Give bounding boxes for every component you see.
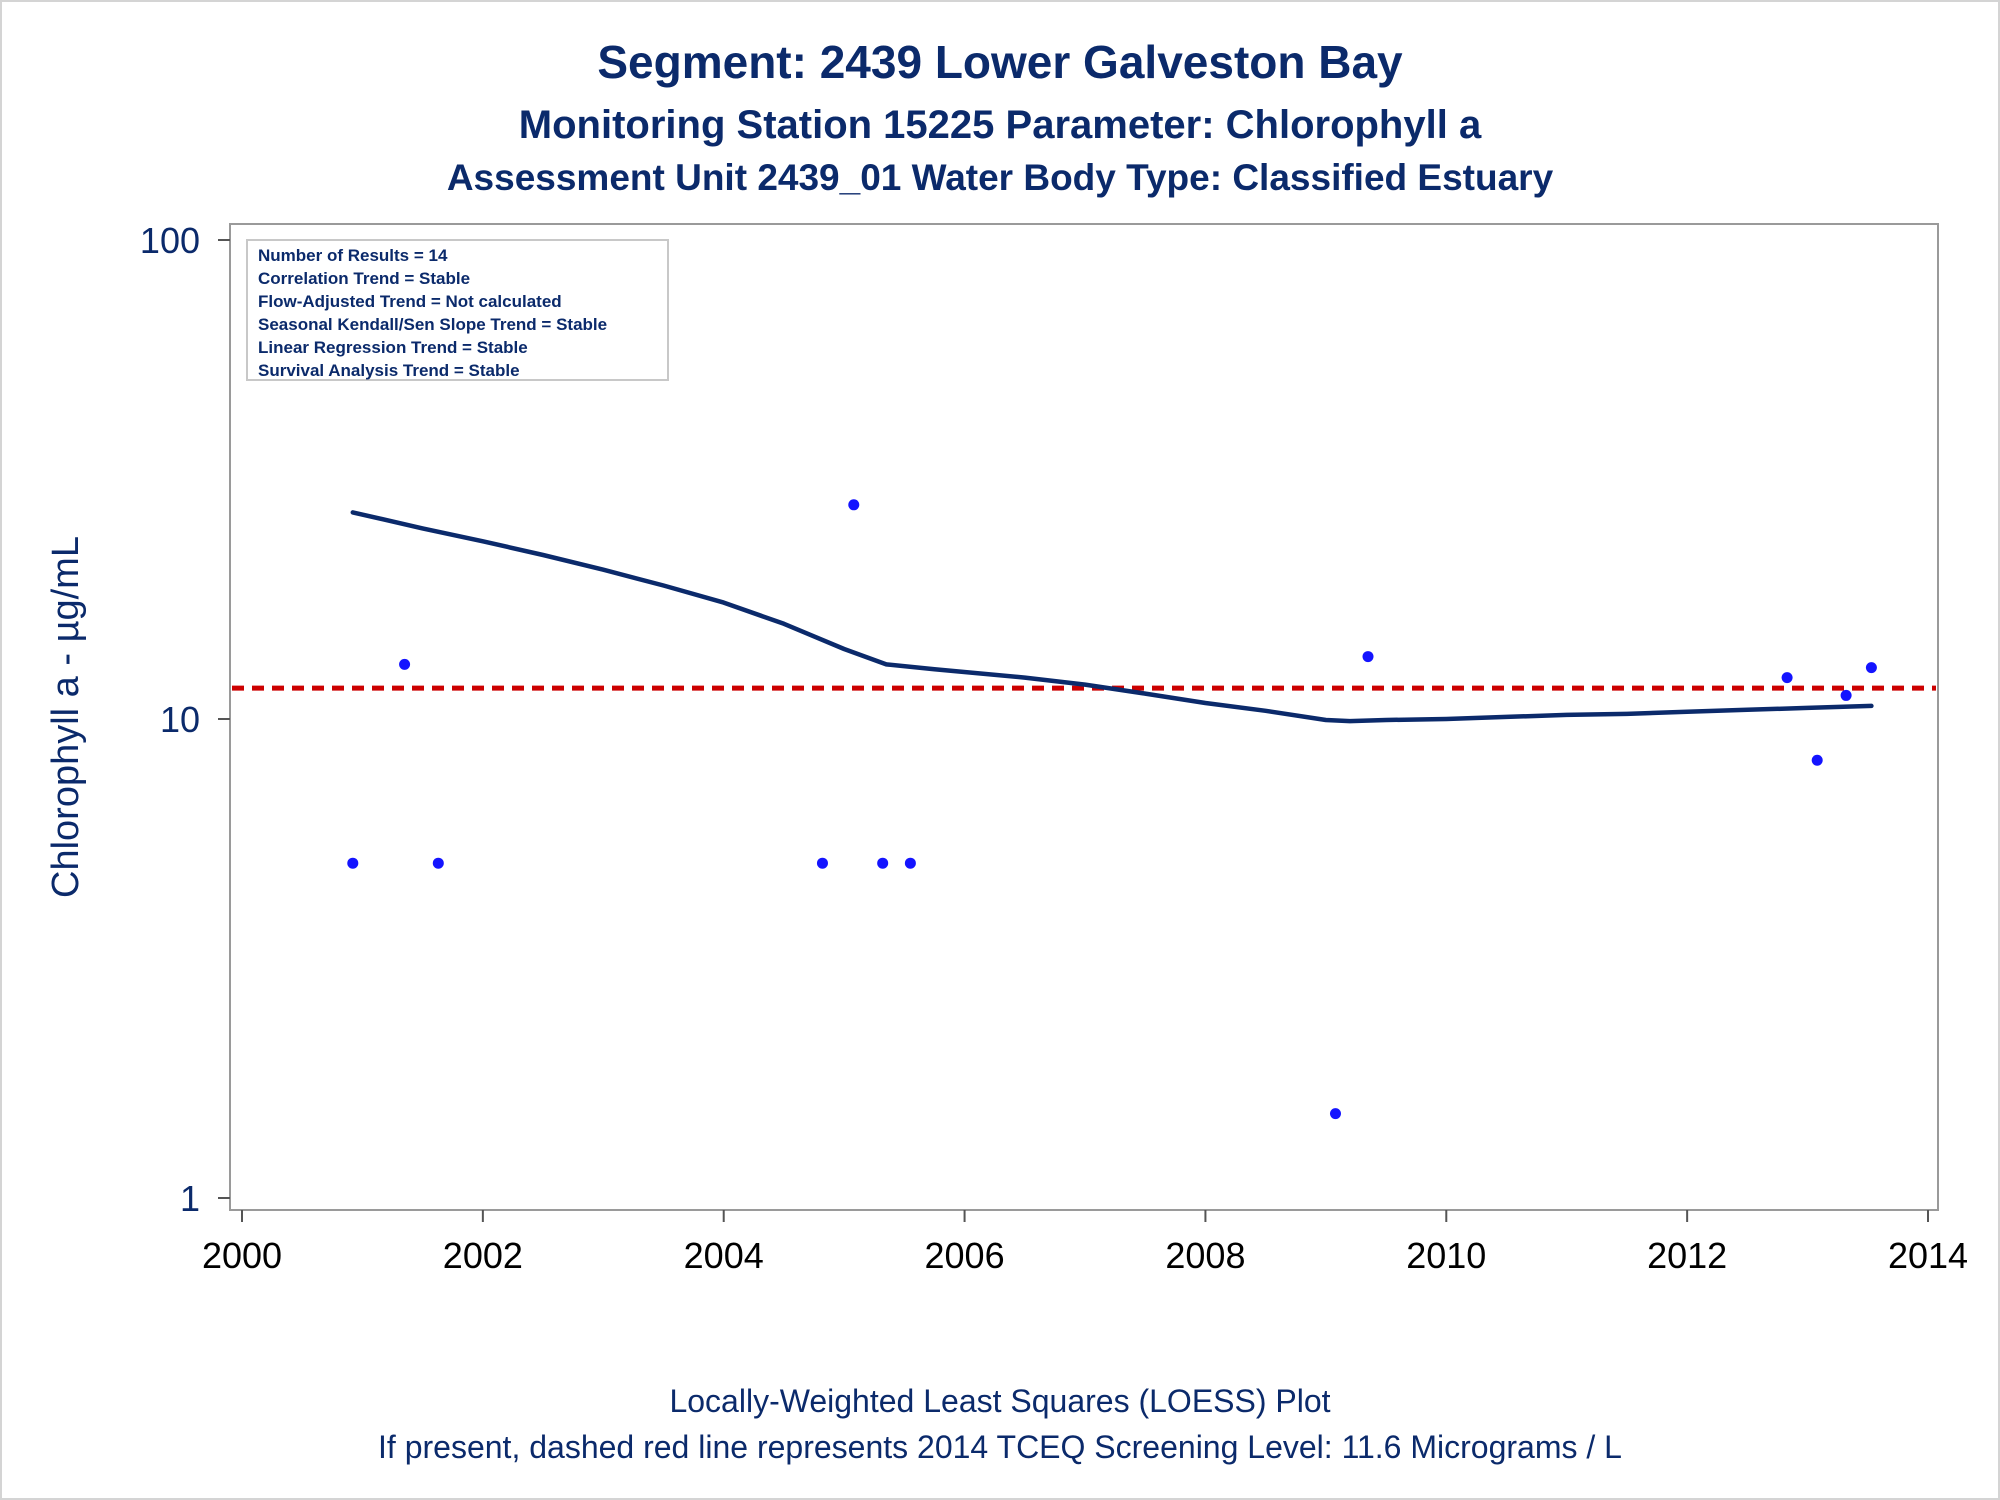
data-point bbox=[877, 857, 889, 869]
x-tick-label: 2000 bbox=[202, 1235, 282, 1276]
x-tick-label: 2012 bbox=[1647, 1235, 1727, 1276]
data-point bbox=[1811, 754, 1823, 766]
x-tick-label: 2004 bbox=[684, 1235, 764, 1276]
x-axis: 2000 2002 2004 2006 2008 2010 2012 2014 bbox=[202, 1210, 1968, 1276]
stats-box-line: Correlation Trend = Stable bbox=[258, 269, 470, 288]
plot-area bbox=[229, 223, 1939, 1211]
data-point bbox=[848, 499, 860, 511]
chart-subtitle: Monitoring Station 15225 Parameter: Chlo… bbox=[519, 103, 1482, 147]
y-axis: 1 10 100 bbox=[140, 220, 230, 1219]
stats-box-line: Linear Regression Trend = Stable bbox=[258, 338, 528, 357]
y-tick-label: 100 bbox=[140, 220, 200, 261]
stats-box-border bbox=[246, 239, 669, 381]
x-tick-label: 2008 bbox=[1165, 1235, 1245, 1276]
data-point bbox=[1329, 1108, 1341, 1120]
chart-title: Segment: 2439 Lower Galveston Bay bbox=[597, 36, 1403, 88]
data-point bbox=[1781, 672, 1793, 684]
data-point bbox=[347, 857, 359, 869]
data-point bbox=[904, 857, 916, 869]
data-point bbox=[399, 658, 411, 670]
footer-note-1: Locally-Weighted Least Squares (LOESS) P… bbox=[669, 1383, 1330, 1419]
loess-line bbox=[350, 510, 1874, 724]
x-tick-label: 2014 bbox=[1888, 1235, 1968, 1276]
chart-subtitle-2: Assessment Unit 2439_01 Water Body Type:… bbox=[447, 157, 1554, 198]
x-tick-label: 2010 bbox=[1406, 1235, 1486, 1276]
stats-box: Number of Results = 14 Correlation Trend … bbox=[246, 239, 669, 381]
data-point bbox=[1865, 662, 1877, 674]
stats-box-line: Seasonal Kendall/Sen Slope Trend = Stabl… bbox=[258, 315, 607, 334]
data-point bbox=[1840, 689, 1852, 701]
stats-box-line: Flow-Adjusted Trend = Not calculated bbox=[258, 292, 562, 311]
data-point bbox=[1362, 651, 1374, 663]
stats-box-line: Survival Analysis Trend = Stable bbox=[258, 361, 520, 380]
x-tick-label: 2002 bbox=[443, 1235, 523, 1276]
y-axis-label: Chlorophyll a - µg/mL bbox=[45, 536, 87, 898]
data-point bbox=[816, 857, 828, 869]
footer-note-2: If present, dashed red line represents 2… bbox=[378, 1429, 1622, 1465]
stats-box-line: Number of Results = 14 bbox=[258, 246, 448, 265]
x-tick-label: 2006 bbox=[925, 1235, 1005, 1276]
y-tick-label: 1 bbox=[180, 1178, 200, 1219]
data-point bbox=[432, 857, 444, 869]
y-tick-label: 10 bbox=[160, 699, 200, 740]
